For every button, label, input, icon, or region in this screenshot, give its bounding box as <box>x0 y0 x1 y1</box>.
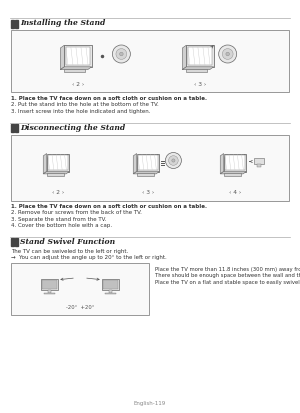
Text: ‹ 2 ›: ‹ 2 › <box>72 82 84 87</box>
Text: 4. Cover the bottom hole with a cap.: 4. Cover the bottom hole with a cap. <box>11 223 112 228</box>
Text: English-119: English-119 <box>134 401 166 406</box>
Bar <box>15 238 17 246</box>
Text: ‹ 3 ›: ‹ 3 › <box>194 82 206 87</box>
Bar <box>15 124 17 132</box>
Text: 2. Put the stand into the hole at the bottom of the TV.: 2. Put the stand into the hole at the bo… <box>11 102 159 107</box>
Text: -20°  +20°: -20° +20° <box>66 305 94 310</box>
Bar <box>11 30 289 92</box>
Bar <box>15 19 17 28</box>
Bar <box>41 279 58 290</box>
Bar <box>11 238 14 246</box>
Bar <box>224 154 246 171</box>
Bar <box>105 292 116 294</box>
Bar <box>11 135 289 200</box>
Bar <box>109 290 112 292</box>
Text: Installing the Stand: Installing the Stand <box>20 19 105 27</box>
Bar <box>254 157 264 164</box>
Text: 2. Remove four screws from the back of the TV.: 2. Remove four screws from the back of t… <box>11 211 142 216</box>
Bar <box>225 155 245 170</box>
Bar <box>48 155 68 170</box>
Polygon shape <box>182 67 214 70</box>
Bar <box>46 173 64 176</box>
Bar <box>64 45 92 67</box>
Circle shape <box>165 152 182 169</box>
Polygon shape <box>43 171 69 174</box>
Bar <box>138 155 158 170</box>
Text: →  You can adjust the angle up to 20° to the left or right.: → You can adjust the angle up to 20° to … <box>11 255 167 260</box>
Text: ‹ 3 ›: ‹ 3 › <box>142 190 154 195</box>
Bar <box>102 279 119 290</box>
Bar <box>186 69 207 72</box>
Bar <box>136 173 154 176</box>
Circle shape <box>226 52 230 56</box>
Text: Place the TV on a flat and stable space to easily swivel the TV.: Place the TV on a flat and stable space … <box>155 280 300 285</box>
Circle shape <box>172 159 175 162</box>
Text: ‹ 4 ›: ‹ 4 › <box>229 190 241 195</box>
Polygon shape <box>220 154 224 174</box>
Bar <box>103 280 118 289</box>
Text: Disconnecting the Stand: Disconnecting the Stand <box>20 123 125 131</box>
Bar <box>136 154 159 171</box>
Text: 1. Place the TV face down on a soft cloth or cushion on a table.: 1. Place the TV face down on a soft clot… <box>11 96 207 101</box>
Polygon shape <box>133 171 159 174</box>
Bar <box>43 280 57 289</box>
Text: 3. Separate the stand from the TV.: 3. Separate the stand from the TV. <box>11 216 106 221</box>
Bar <box>46 154 69 171</box>
Bar <box>257 164 261 166</box>
Text: ‹ 2 ›: ‹ 2 › <box>52 190 64 195</box>
Bar <box>188 47 212 65</box>
Bar <box>11 124 14 132</box>
Polygon shape <box>43 154 46 174</box>
Bar <box>64 69 85 72</box>
Circle shape <box>116 49 127 59</box>
Text: There should be enough space between the wall and the TV.: There should be enough space between the… <box>155 273 300 278</box>
Text: 1. Place the TV face down on a soft cloth or cushion on a table.: 1. Place the TV face down on a soft clot… <box>11 204 207 209</box>
Circle shape <box>222 49 233 59</box>
Circle shape <box>112 45 130 63</box>
Circle shape <box>169 156 178 165</box>
Circle shape <box>120 52 123 56</box>
Bar <box>186 45 214 67</box>
Bar <box>224 173 241 176</box>
Polygon shape <box>60 45 64 70</box>
Polygon shape <box>60 67 92 70</box>
Text: 3. Insert screw into the hole indicated and tighten.: 3. Insert screw into the hole indicated … <box>11 109 151 114</box>
Polygon shape <box>220 171 246 174</box>
Bar <box>11 19 14 28</box>
Text: Stand Swivel Function: Stand Swivel Function <box>20 237 115 245</box>
Bar <box>44 292 55 294</box>
Bar <box>66 47 90 65</box>
Text: Place the TV more than 11.8 inches (300 mm) away from the wall.: Place the TV more than 11.8 inches (300 … <box>155 267 300 272</box>
Text: The TV can be swiveled to the left or right.: The TV can be swiveled to the left or ri… <box>11 249 128 254</box>
Circle shape <box>219 45 237 63</box>
Polygon shape <box>133 154 136 174</box>
Bar <box>48 290 51 292</box>
Bar <box>11 263 149 315</box>
Polygon shape <box>182 45 186 70</box>
